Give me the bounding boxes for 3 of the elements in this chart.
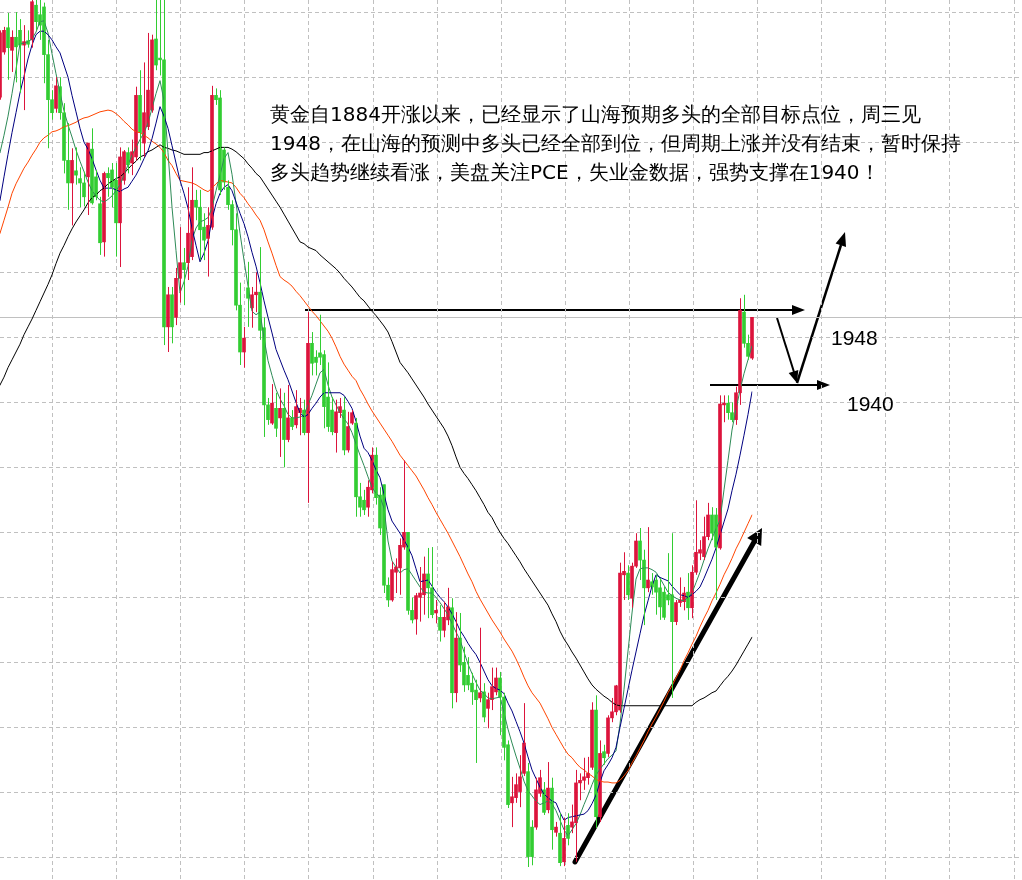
text: 1940 [847, 392, 894, 416]
annotation: 黄金自1884开涨以来，已经显示了山海预期多头的全部目标点位，周三见1948，在山海的预测中多头已经全部到位，但周期上涨并没有结束，暂时保持多头趋势继续看涨，美盘关注PCE，失业金数据，强势支撑在1940！ [270, 101, 962, 186]
text: 1948 [831, 326, 878, 350]
